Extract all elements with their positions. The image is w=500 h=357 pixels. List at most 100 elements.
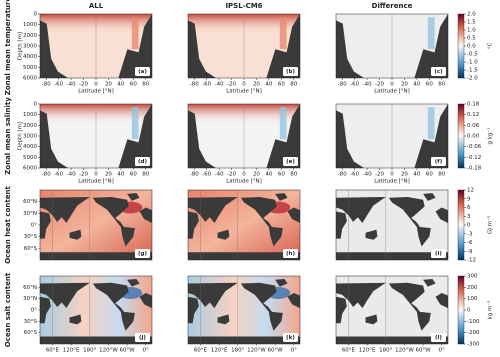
x-tick-label: -80	[338, 82, 347, 88]
x-tick-label: -80	[42, 82, 51, 88]
panel: (h)	[187, 189, 301, 261]
panel-fill	[336, 190, 448, 260]
panel-label: (g)	[138, 251, 147, 257]
y-tick-label: 0	[34, 12, 38, 18]
x-tick-label: 60	[278, 82, 285, 88]
x-tick-label: 40	[413, 172, 420, 178]
colorbar-tick-label: -1.0	[467, 60, 478, 66]
colorbar-tick-label: 2.0	[467, 12, 476, 18]
panel-label: (h)	[286, 251, 295, 257]
colorbar	[457, 275, 465, 345]
bathymetry	[188, 20, 216, 78]
x-tick-label: -20	[227, 82, 236, 88]
colorbar-tick-label: 3	[467, 214, 471, 220]
panel-label-box	[135, 249, 150, 258]
panel-border	[187, 189, 301, 261]
colorbar-tick-label: -6	[467, 240, 473, 246]
x-tick-label: -20	[227, 172, 236, 178]
panel: 60°E 120°E 180° 120°W 60°W 0° 60°S 30°S 0° 30°N 60…	[23, 275, 153, 354]
land	[40, 252, 152, 260]
x-tick-label: 80	[142, 82, 149, 88]
x-tick-label: 0	[94, 82, 98, 88]
x-tick-label: 120°E	[359, 348, 376, 354]
colorbar	[457, 189, 465, 261]
y-axis-label: Depth [m]	[18, 32, 24, 60]
x-tick-label: 20	[401, 82, 408, 88]
land	[188, 211, 199, 239]
column-title: IPSL-CM6	[225, 2, 262, 10]
colorbar-tick-label: 0	[467, 223, 471, 229]
column-title: ALL	[89, 2, 104, 10]
panel: -80 -60 -40 -20 0 20 40 60 80 Latitude [°N] (c)	[335, 13, 449, 95]
panel-fill	[188, 14, 300, 78]
colorbar-tick-label: 0	[467, 308, 471, 314]
x-tick-label: -40	[215, 82, 224, 88]
x-tick-label: 40	[117, 172, 124, 178]
x-tick-label: 80	[142, 172, 149, 178]
x-tick-label: 120°W	[395, 348, 414, 354]
panel-border	[335, 275, 449, 345]
land	[275, 279, 288, 287]
y-tick-label: 60°S	[24, 246, 38, 252]
x-tick-label: 0	[242, 82, 246, 88]
land	[40, 211, 51, 239]
land	[365, 314, 378, 325]
panel-label-box	[283, 67, 298, 76]
x-tick-label: -60	[54, 82, 63, 88]
panel: -80 -60 -40 -20 0 20 40 60 80 Latitude [°N] (e)	[187, 103, 301, 185]
land	[69, 229, 82, 240]
panel-label-box	[431, 333, 446, 342]
colorbar-tick-label: -3	[467, 231, 473, 237]
panel-border	[39, 275, 153, 345]
panel-border	[187, 275, 301, 345]
x-tick-label: -80	[338, 172, 347, 178]
colorbar-tick-label: -0.12	[467, 155, 481, 161]
x-tick-label: 60°W	[268, 348, 284, 354]
land	[240, 282, 283, 331]
colorbar-label: °C	[488, 43, 494, 50]
panel-label-box	[431, 249, 446, 258]
bathymetry	[40, 110, 68, 168]
land	[139, 293, 152, 309]
x-axis-label: Latitude [°N]	[374, 89, 410, 95]
x-tick-label: 80	[438, 172, 445, 178]
panel-fill	[336, 276, 448, 344]
land	[423, 279, 436, 287]
bathymetry	[40, 20, 68, 78]
x-tick-label: -20	[79, 82, 88, 88]
panel-label-box	[135, 157, 150, 166]
x-tick-label: 120°W	[99, 348, 118, 354]
x-tick-label: 60	[426, 172, 433, 178]
y-tick-label: 0°	[31, 308, 37, 314]
row-label: Ocean salt content	[4, 272, 12, 347]
x-tick-label: 60°E	[342, 348, 356, 354]
y-tick-label: 4000	[23, 54, 37, 60]
x-tick-label: 60°W	[416, 348, 432, 354]
panel-label: (k)	[286, 335, 295, 341]
column-title: Difference	[372, 2, 413, 10]
panel-label: (b)	[286, 69, 295, 75]
panel-label-box	[135, 333, 150, 342]
panel: -80 -60 -40 -20 0 20 40 60 80 Latitude [°N] (f)	[335, 103, 449, 185]
colorbar-tick-label: 1.0	[467, 28, 476, 34]
x-tick-label: 80	[438, 82, 445, 88]
panel-fill	[188, 190, 300, 260]
arctic-anomaly	[279, 107, 287, 140]
bathymetry	[336, 20, 364, 78]
arctic-anomaly	[427, 17, 435, 50]
y-tick-label: 30°S	[24, 319, 38, 325]
y-tick-label: 6000	[23, 166, 37, 172]
y-tick-label: 1000	[23, 22, 37, 28]
land	[435, 293, 448, 309]
colorbar-tick-label: 0.12	[467, 112, 479, 118]
colorbar-tick-label: -200	[467, 330, 480, 336]
land	[275, 193, 288, 201]
x-tick-label: 80	[290, 172, 297, 178]
colorbar-tick-label: 6	[467, 205, 471, 211]
x-tick-label: 60°E	[194, 348, 208, 354]
colorbar-tick-label: -0.18	[467, 166, 482, 172]
x-axis-label: Latitude [°N]	[226, 179, 262, 185]
row-label: Zonal mean temperature	[4, 0, 12, 95]
colorbar-tick-label: -0.06	[467, 144, 482, 150]
